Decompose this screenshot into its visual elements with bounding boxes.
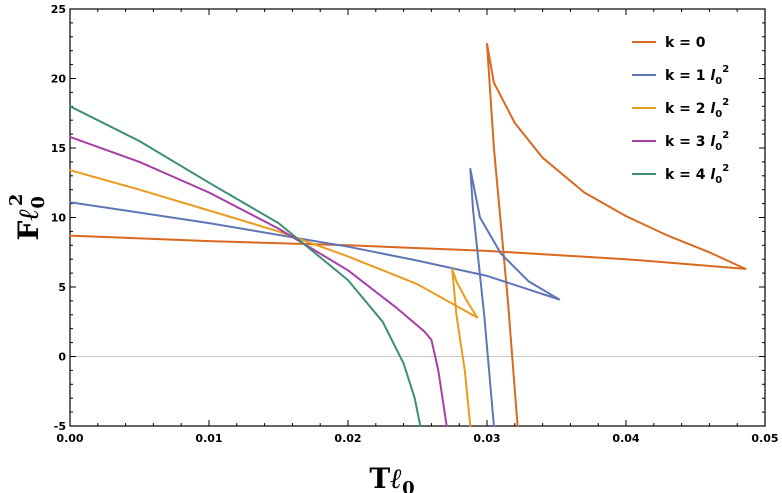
x-tick-label: 0.01 [195, 432, 222, 445]
x-tick-label: 0.02 [334, 432, 361, 445]
legend: k = 0 k = 1 l02 k = 2 l02 k = 3 l02 k = 4 l0… [632, 35, 729, 186]
y-axis-title-main: F [12, 220, 45, 240]
y-tick-label: 15 [51, 142, 66, 155]
y-tick-label: 10 [51, 212, 67, 225]
series-line-4 [69, 105, 422, 427]
y-tick-label: 25 [51, 3, 66, 16]
legend-label-4: k = 4 l02 [665, 163, 729, 186]
series-line-3 [69, 135, 448, 427]
x-tick-label: 0.04 [612, 432, 639, 445]
x-axis-title-main: T [369, 462, 390, 493]
ticks: 0.00 0.01 0.02 0.03 0.04 0.05 -5 0 5 10 15 20 25 [51, 3, 779, 445]
y-axis-title-sup: 2 [6, 194, 27, 207]
legend-label-3: k = 3 l02 [665, 130, 729, 153]
y-axis-title: Fℓ02 [6, 194, 49, 241]
series-group [69, 42, 747, 427]
series-line-0 [69, 42, 747, 427]
y-tick-label: 0 [58, 351, 66, 364]
x-axis-title: Tℓ0 [369, 462, 414, 493]
x-axis-title-letter: ℓ [389, 462, 402, 493]
x-axis-title-sub: 0 [402, 478, 415, 493]
y-axis-title-sub: 0 [28, 196, 49, 209]
y-axis-title-letter: ℓ [12, 209, 45, 222]
series-line-1 [69, 167, 561, 427]
y-tick-label: 5 [58, 281, 66, 294]
legend-label-2: k = 2 l02 [665, 97, 729, 120]
x-tick-label: 0.00 [56, 432, 83, 445]
y-tick-label: -5 [54, 420, 66, 433]
x-tick-label: 0.03 [473, 432, 500, 445]
legend-label-0: k = 0 [665, 35, 706, 51]
legend-label-1: k = 1 l02 [665, 64, 729, 87]
series-line-2 [69, 169, 479, 427]
y-tick-label: 20 [51, 73, 67, 86]
x-tick-label: 0.05 [751, 432, 778, 445]
